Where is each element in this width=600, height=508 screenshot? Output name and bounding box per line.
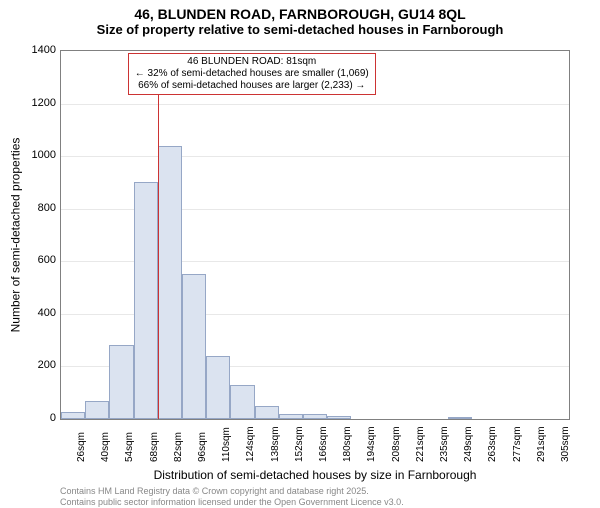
histogram-bar (61, 412, 85, 419)
x-tick-label: 263sqm (487, 426, 498, 462)
chart-container: 46, BLUNDEN ROAD, FARNBOROUGH, GU14 8QL … (0, 0, 600, 500)
x-tick-label: 208sqm (391, 426, 402, 462)
x-tick-label: 152sqm (294, 426, 305, 462)
x-tick-label: 26sqm (76, 432, 87, 462)
annotation-line2: ← 32% of semi-detached houses are smalle… (135, 68, 369, 80)
histogram-bar (182, 274, 206, 419)
y-tick-label: 800 (16, 203, 56, 214)
x-tick-label: 180sqm (342, 426, 353, 462)
gridline (61, 156, 569, 157)
histogram-bar (255, 406, 279, 419)
x-axis-label: Distribution of semi-detached houses by … (60, 468, 570, 482)
x-tick-label: 110sqm (221, 427, 232, 462)
footer-line-1: Contains HM Land Registry data © Crown c… (60, 486, 570, 497)
chart-title: 46, BLUNDEN ROAD, FARNBOROUGH, GU14 8QL (0, 0, 600, 22)
x-tick-label: 68sqm (149, 432, 160, 462)
x-tick-label: 82sqm (173, 432, 184, 462)
annotation-box: 46 BLUNDEN ROAD: 81sqm← 32% of semi-deta… (128, 53, 376, 95)
x-tick-label: 138sqm (270, 426, 281, 462)
property-marker-line (158, 95, 159, 419)
x-tick-label: 54sqm (124, 432, 135, 462)
histogram-bar (158, 146, 182, 419)
x-tick-label: 249sqm (463, 426, 474, 462)
y-tick-label: 1400 (16, 45, 56, 56)
histogram-bar (109, 345, 133, 419)
annotation-line1: 46 BLUNDEN ROAD: 81sqm (135, 56, 369, 68)
y-tick-label: 600 (16, 255, 56, 266)
footer-line-2: Contains public sector information licen… (60, 497, 570, 508)
x-tick-label: 235sqm (439, 426, 450, 462)
histogram-bar (230, 385, 254, 419)
y-tick-label: 200 (16, 360, 56, 371)
annotation-line3: 66% of semi-detached houses are larger (… (135, 80, 369, 92)
x-tick-label: 166sqm (318, 426, 329, 462)
x-tick-label: 305sqm (560, 426, 571, 462)
histogram-bar (134, 182, 158, 419)
histogram-bar (85, 401, 109, 419)
x-tick-label: 124sqm (245, 426, 256, 462)
histogram-bar (448, 417, 472, 419)
y-tick-label: 1000 (16, 150, 56, 161)
gridline (61, 104, 569, 105)
y-tick-label: 1200 (16, 98, 56, 109)
histogram-bar (206, 356, 230, 419)
x-tick-label: 221sqm (415, 426, 426, 462)
histogram-bar (279, 414, 303, 419)
x-tick-label: 277sqm (512, 426, 523, 462)
footer-credits: Contains HM Land Registry data © Crown c… (60, 486, 570, 508)
x-tick-label: 96sqm (197, 432, 208, 462)
x-tick-label: 194sqm (366, 426, 377, 462)
chart-subtitle: Size of property relative to semi-detach… (0, 22, 600, 41)
plot-area: 46 BLUNDEN ROAD: 81sqm← 32% of semi-deta… (60, 50, 570, 420)
histogram-bar (303, 414, 327, 419)
x-tick-label: 40sqm (100, 432, 111, 462)
y-tick-label: 0 (16, 413, 56, 424)
y-tick-label: 400 (16, 308, 56, 319)
x-tick-label: 291sqm (536, 426, 547, 462)
histogram-bar (327, 416, 351, 419)
